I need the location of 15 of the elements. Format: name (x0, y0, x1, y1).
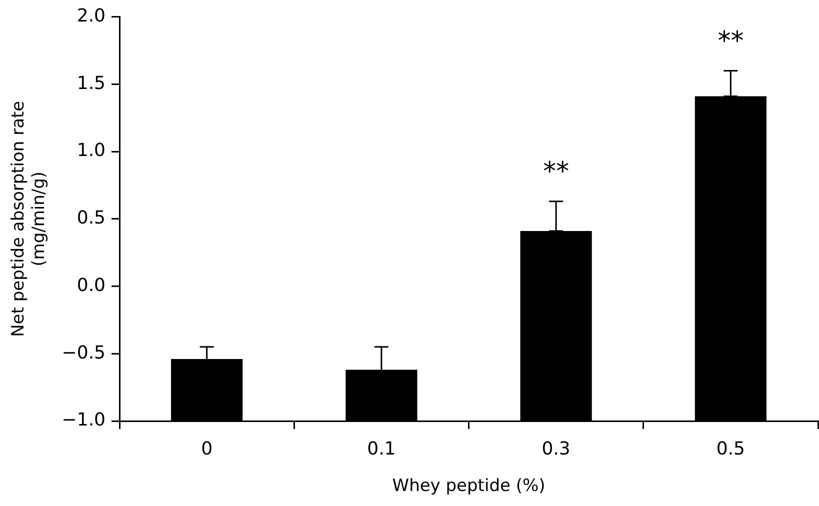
x-tick-label: 0 (201, 438, 213, 460)
y-tick-label: 1.5 (76, 72, 106, 94)
annotation: ** (718, 26, 744, 56)
y-axis-title: Net peptide absorption rate (mg/min/g) (8, 100, 50, 337)
x-tick-label: 0.1 (367, 438, 396, 460)
y-tick-label: 0.0 (76, 274, 106, 296)
x-tick-label: 0.3 (542, 438, 570, 460)
y-tick-label: 0.5 (76, 208, 106, 229)
x-tick-label: 0.5 (716, 438, 746, 460)
y-tick-label: 1.0 (76, 140, 106, 162)
y-tick-label: −1.0 (62, 410, 106, 431)
annotation: ** (543, 157, 570, 188)
y-tick-label: −0.5 (62, 342, 106, 364)
x-axis-title: Whey peptide (%) (392, 476, 546, 496)
y-tick-label: 2.0 (76, 5, 106, 26)
